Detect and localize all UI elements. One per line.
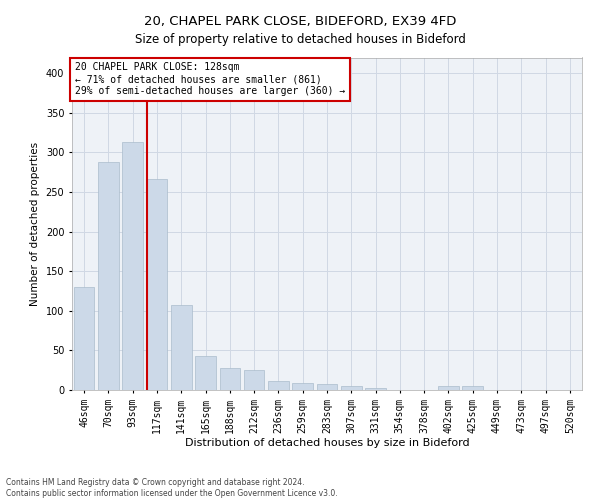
Bar xyxy=(463,386,483,390)
Bar xyxy=(122,142,143,390)
Text: 20, CHAPEL PARK CLOSE, BIDEFORD, EX39 4FD: 20, CHAPEL PARK CLOSE, BIDEFORD, EX39 4F… xyxy=(144,15,456,28)
Bar xyxy=(244,370,265,390)
Bar xyxy=(74,287,94,390)
Bar xyxy=(195,356,216,390)
Bar xyxy=(171,304,191,390)
Text: Contains HM Land Registry data © Crown copyright and database right 2024.
Contai: Contains HM Land Registry data © Crown c… xyxy=(6,478,338,498)
Text: Size of property relative to detached houses in Bideford: Size of property relative to detached ho… xyxy=(134,32,466,46)
Text: 20 CHAPEL PARK CLOSE: 128sqm
← 71% of detached houses are smaller (861)
29% of s: 20 CHAPEL PARK CLOSE: 128sqm ← 71% of de… xyxy=(74,62,345,96)
X-axis label: Distribution of detached houses by size in Bideford: Distribution of detached houses by size … xyxy=(185,438,469,448)
Bar xyxy=(341,386,362,390)
Bar xyxy=(146,178,167,390)
Y-axis label: Number of detached properties: Number of detached properties xyxy=(30,142,40,306)
Bar xyxy=(365,388,386,390)
Bar xyxy=(268,380,289,390)
Bar xyxy=(220,368,240,390)
Bar xyxy=(438,386,459,390)
Bar xyxy=(98,162,119,390)
Bar xyxy=(292,383,313,390)
Bar xyxy=(317,384,337,390)
